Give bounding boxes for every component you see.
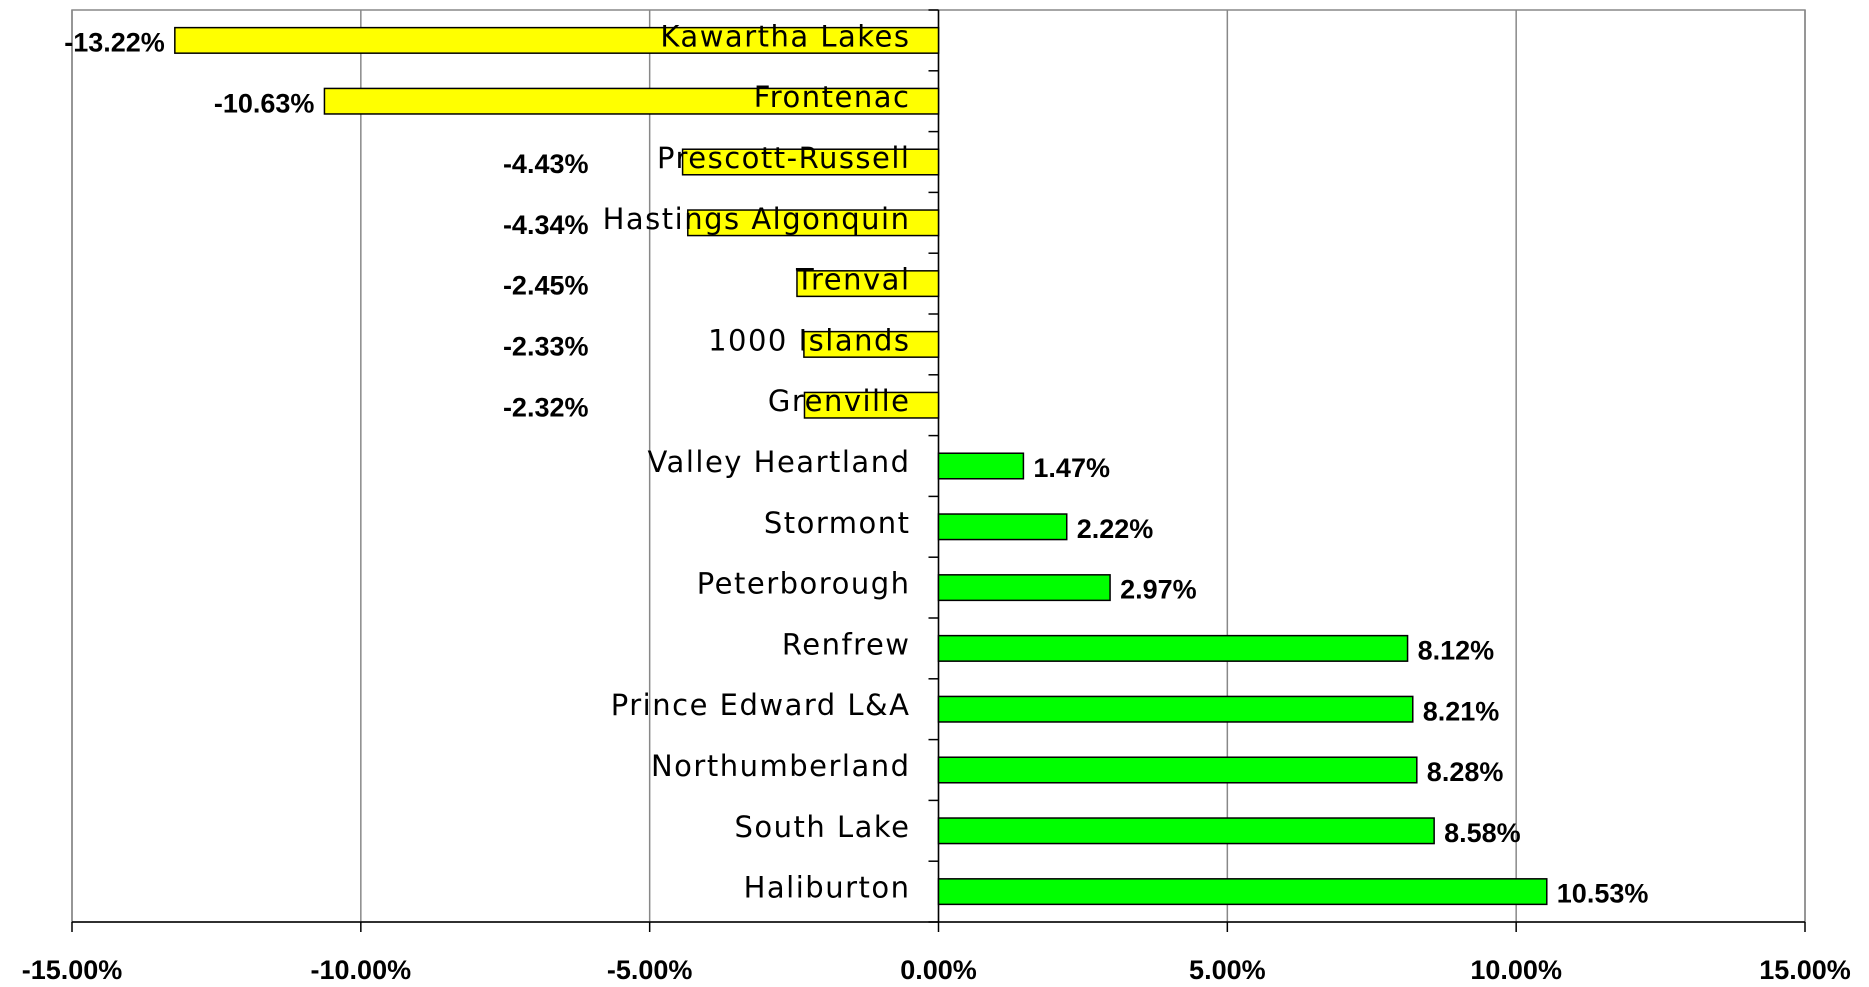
- category-label: Grenville: [768, 384, 911, 418]
- data-label: 2.22%: [1077, 514, 1154, 544]
- category-label: Renfrew: [782, 627, 911, 661]
- category-label: South Lake: [734, 810, 910, 844]
- data-label: 2.97%: [1120, 575, 1197, 605]
- category-label: Haliburton: [744, 871, 911, 905]
- data-label: -10.63%: [214, 88, 315, 118]
- bar: [937, 878, 1548, 906]
- category-label: Kawartha Lakes: [660, 19, 910, 53]
- x-tick-label: 5.00%: [1189, 955, 1266, 985]
- bar: [937, 634, 1409, 662]
- x-tick-label: -5.00%: [607, 955, 693, 985]
- category-label: Prescott-Russell: [657, 141, 911, 175]
- bar: [687, 209, 940, 237]
- category-label: Peterborough: [697, 567, 911, 601]
- data-label: -4.43%: [503, 149, 589, 179]
- category-label: Hastings Algonquin: [603, 202, 911, 236]
- x-tick-label: -10.00%: [311, 955, 412, 985]
- data-label: 8.21%: [1423, 696, 1500, 726]
- data-label: 8.28%: [1427, 757, 1504, 787]
- x-tick-label: -15.00%: [22, 955, 123, 985]
- data-label: -2.32%: [503, 392, 589, 422]
- bar: [937, 817, 1435, 845]
- data-label: 8.12%: [1418, 636, 1495, 666]
- bar: [803, 330, 940, 358]
- bar: [937, 513, 1068, 541]
- bar: [937, 695, 1414, 723]
- data-label: 1.47%: [1033, 453, 1110, 483]
- data-label: -4.34%: [503, 210, 589, 240]
- bar: [174, 26, 940, 54]
- category-label: Frontenac: [754, 80, 911, 114]
- bar: [937, 756, 1418, 784]
- bar: [681, 148, 940, 176]
- bar: [323, 87, 940, 115]
- data-label: 10.53%: [1557, 879, 1649, 909]
- category-label: Trenval: [795, 263, 910, 297]
- category-label: Valley Heartland: [647, 445, 910, 479]
- category-label: Northumberland: [651, 749, 911, 783]
- x-tick-label: 0.00%: [900, 955, 977, 985]
- bar: [937, 574, 1111, 602]
- x-tick-label: 10.00%: [1470, 955, 1562, 985]
- data-label: -13.22%: [64, 28, 165, 58]
- bar: [796, 270, 940, 298]
- x-tick-label: 15.00%: [1759, 955, 1851, 985]
- category-label: Stormont: [764, 506, 911, 540]
- data-label: -2.33%: [503, 332, 589, 362]
- category-label: Prince Edward L&A: [611, 688, 911, 722]
- bar: [803, 391, 940, 419]
- data-label: -2.45%: [503, 271, 589, 301]
- category-label: 1000 Islands: [708, 323, 910, 357]
- bar: [937, 452, 1025, 480]
- data-label: 8.58%: [1444, 818, 1521, 848]
